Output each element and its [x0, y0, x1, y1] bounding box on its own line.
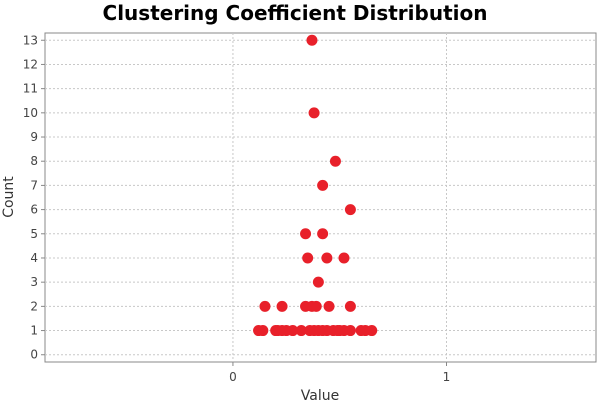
x-axis-label: Value [301, 388, 339, 404]
y-tick-label: 7 [30, 178, 38, 192]
data-point [276, 300, 288, 312]
x-tick-label: 1 [443, 370, 451, 384]
chart-title: Clustering Coefficient Distribution [103, 1, 488, 25]
y-tick-label: 8 [30, 154, 38, 168]
data-point [300, 228, 312, 240]
data-point [317, 179, 329, 191]
y-tick-label: 5 [30, 227, 38, 241]
data-point [287, 325, 299, 337]
data-points [253, 34, 378, 337]
data-point [308, 107, 320, 119]
y-tick-label: 0 [30, 348, 38, 362]
data-point [259, 300, 271, 312]
data-point [306, 34, 318, 46]
y-tick-label: 12 [23, 57, 38, 71]
data-point [302, 252, 314, 264]
data-point [317, 228, 329, 240]
data-point [344, 300, 356, 312]
y-tick-label: 10 [23, 106, 38, 120]
y-tick-label: 4 [30, 251, 38, 265]
data-point [321, 252, 333, 264]
data-point [310, 300, 322, 312]
y-axis-label: Count [1, 176, 17, 218]
data-point [344, 325, 356, 337]
data-point [344, 204, 356, 216]
x-tick-label: 0 [229, 370, 237, 384]
data-point [323, 300, 335, 312]
data-point [295, 325, 307, 337]
y-tick-label: 13 [23, 33, 38, 47]
y-tick-label: 1 [30, 324, 38, 338]
y-tick-label: 11 [23, 82, 38, 96]
data-point [338, 252, 350, 264]
data-point [312, 276, 324, 288]
data-point [329, 155, 341, 167]
data-point [257, 325, 269, 337]
y-tick-label: 2 [30, 299, 38, 313]
y-tick-label: 9 [30, 130, 38, 144]
y-tick-label: 6 [30, 203, 38, 217]
grid [45, 33, 596, 362]
plot-area [44, 32, 597, 363]
y-tick-label: 3 [30, 275, 38, 289]
data-point [366, 325, 378, 337]
